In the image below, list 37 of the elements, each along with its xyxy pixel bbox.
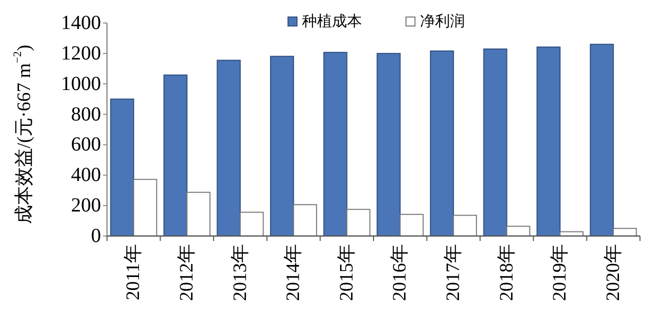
bar bbox=[590, 44, 614, 236]
bar bbox=[536, 46, 561, 236]
legend-label: 净利润 bbox=[420, 13, 465, 30]
legend-label: 种植成本 bbox=[302, 13, 362, 30]
y-tick-label: 800 bbox=[71, 103, 101, 126]
bar bbox=[240, 212, 264, 236]
bar bbox=[216, 60, 241, 236]
y-tick-label: 1200 bbox=[61, 42, 101, 64]
bar bbox=[270, 56, 294, 236]
bar bbox=[110, 98, 134, 236]
bar bbox=[376, 52, 401, 236]
bar bbox=[430, 50, 454, 236]
bar bbox=[133, 178, 158, 236]
bar bbox=[483, 48, 508, 236]
y-tick-label: 400 bbox=[71, 164, 101, 186]
x-tick-label: 2018年 bbox=[496, 244, 518, 301]
x-tick-label: 2015年 bbox=[336, 244, 358, 301]
y-tick-label: 1400 bbox=[61, 12, 101, 34]
y-tick-label: 200 bbox=[71, 194, 101, 217]
x-tick-label: 2019年 bbox=[550, 244, 571, 301]
x-tick-label: 2011年 bbox=[123, 244, 144, 300]
bar bbox=[323, 52, 348, 236]
bar bbox=[163, 74, 188, 236]
bar bbox=[452, 214, 477, 236]
bar bbox=[346, 208, 370, 236]
bar bbox=[186, 192, 210, 236]
x-tick-label: 2013年 bbox=[230, 244, 251, 301]
x-tick-label: 2020年 bbox=[602, 244, 624, 301]
y-tick-label: 600 bbox=[71, 134, 101, 156]
y-tick-label: 0 bbox=[91, 225, 101, 247]
x-tick-label: 2017年 bbox=[442, 244, 464, 301]
x-tick-label: 2012年 bbox=[176, 244, 198, 301]
y-tick-label: 1000 bbox=[61, 72, 101, 95]
bar bbox=[400, 214, 424, 236]
x-tick-label: 2014年 bbox=[283, 244, 304, 301]
bar bbox=[293, 204, 318, 236]
x-tick-label: 2016年 bbox=[390, 244, 411, 301]
